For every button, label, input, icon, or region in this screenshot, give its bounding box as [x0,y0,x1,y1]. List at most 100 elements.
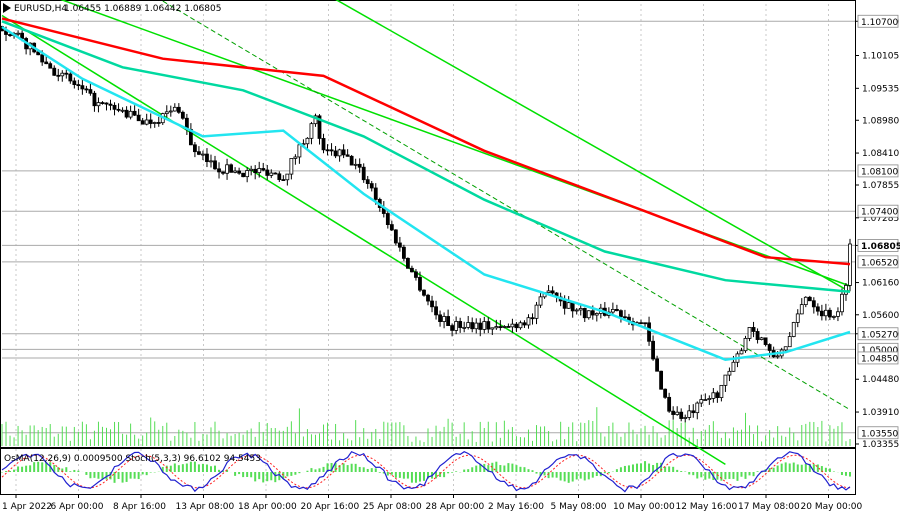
candle-body [397,242,402,248]
level-label-box [857,204,899,218]
candle-body [574,309,579,312]
level-label: 1.06805 [861,242,900,252]
candle-body [426,294,430,302]
candle-body [345,154,350,157]
x-tick-label: 8 Apr 16:00 [113,502,166,512]
candle-body [530,317,535,320]
candle-body [759,337,764,340]
candle-body [799,304,804,315]
candle-body [578,308,583,311]
candle-body [48,63,53,69]
y-tick-label: 1.04480 [862,375,899,385]
candle-body [828,309,832,318]
candle-body [514,323,519,329]
candle-body [832,315,836,318]
candle-body [321,138,326,151]
candle-body [132,110,137,116]
candle-body [249,168,254,171]
candle-body [522,322,527,326]
candle-body [566,302,571,309]
level-labels: 1.10700 1.08100 1.07400 1.06805 1.06520 1.052… [857,14,900,440]
candle-body [743,338,748,352]
candle-body [60,72,65,77]
candle-body [482,321,487,330]
x-tick-label: 18 Apr 00:00 [238,502,297,512]
stochastic-lines [1,450,851,493]
candle-body [329,149,334,152]
candle-body [253,168,258,174]
candle-body [393,229,398,244]
candle-body [176,106,181,113]
candle-body [120,109,125,112]
candle-body [180,111,185,119]
candle-body [245,170,250,178]
candle-body [751,327,756,332]
level-label-box [857,14,899,28]
x-tick-label: 13 Apr 08:00 [176,502,235,512]
candle-body [293,156,298,159]
candle-body [803,296,808,306]
candle-body [36,51,41,56]
y-tick-label: 1.03910 [862,408,899,418]
candle-body [647,322,651,342]
candle-body [285,173,290,181]
candle-body [333,150,338,157]
candle-body [823,309,828,317]
candle-body [502,326,507,328]
x-tick-label: 12 May 16:00 [676,502,738,512]
ema200-line [1,17,851,266]
candle-body [72,80,77,86]
candle-body [16,32,20,35]
candle-body [715,392,720,398]
candle-body [639,322,643,325]
candle-body [462,326,467,329]
candle-body [40,54,45,63]
candle-body [261,168,266,171]
candle-body [594,313,599,316]
candle-body [353,163,358,166]
x-tick-label: 6 Apr 00:00 [51,502,104,512]
candle-body [610,308,615,313]
candle-body [233,170,237,173]
candle-body [478,322,483,330]
candle-body [8,34,12,36]
candle-body [209,160,213,163]
candle-body [836,311,840,317]
candle-body [56,74,61,77]
x-tick-label: 1 Apr 2022 [2,502,52,512]
candle-body [494,326,499,329]
candle-body [643,322,647,325]
candle-body [361,166,366,181]
volume-bars [1,407,851,446]
vertical-grid [15,4,829,494]
candle-body [506,326,511,328]
candle-body [96,102,101,107]
level-label-box [857,426,899,440]
candle-body [401,246,406,259]
candle-body [373,187,378,200]
candle-body [655,358,659,372]
candle-body [430,300,434,308]
candle-body [691,410,696,414]
candle-body [615,308,619,312]
candle-body [434,306,438,316]
candle-body [410,267,414,273]
candle-body [787,336,792,348]
candle-body [570,302,575,312]
candle-body [767,344,772,351]
candle-body [144,119,149,125]
ohlc-readout: 1.06455 1.06889 1.06442 1.06805 [64,4,221,14]
candle-body [562,300,567,309]
candle-body [116,108,121,111]
candle-body [164,111,169,115]
candle-body [590,310,595,316]
candle-body [112,104,117,110]
candle-body [317,115,322,139]
chart-title: EURUSD,H4 [14,4,67,14]
candle-body [213,160,217,170]
candle-body [807,296,812,302]
candle-body [365,179,370,184]
candle-body [136,114,141,122]
candle-body [20,32,24,39]
y-tick-label: 1.06160 [862,279,899,289]
